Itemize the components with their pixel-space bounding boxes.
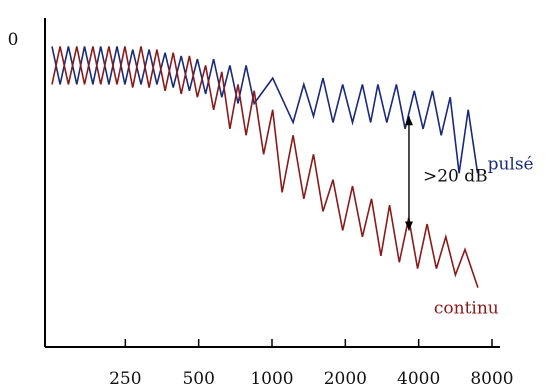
annotation-label: >20 dB [423,166,488,186]
y-tick-label-0: 0 [8,30,19,50]
annotation-arrow-head-top [404,116,413,126]
x-tick-label-2000: 2000 [324,369,367,389]
annotation-arrow-head-bottom [404,221,413,231]
x-tick-label-1000: 1000 [250,369,293,389]
legend-label-continu: continu [434,299,499,319]
x-ticks: 250 500 1000 2000 4000 8000 [109,339,514,389]
annotation-layer: >20 dB [404,116,488,231]
series-layer [51,46,479,288]
series-line-continu [51,46,479,288]
legend-label-pulsé: pulsé [488,154,534,174]
x-tick-label-8000: 8000 [470,369,513,389]
x-tick-label-500: 500 [182,369,214,389]
legend-layer: pulsé continu [434,154,534,318]
x-tick-label-250: 250 [109,369,141,389]
x-tick-label-4000: 4000 [397,369,440,389]
y-ticks: 0 [8,30,19,50]
series-line-pulsé [51,46,479,174]
